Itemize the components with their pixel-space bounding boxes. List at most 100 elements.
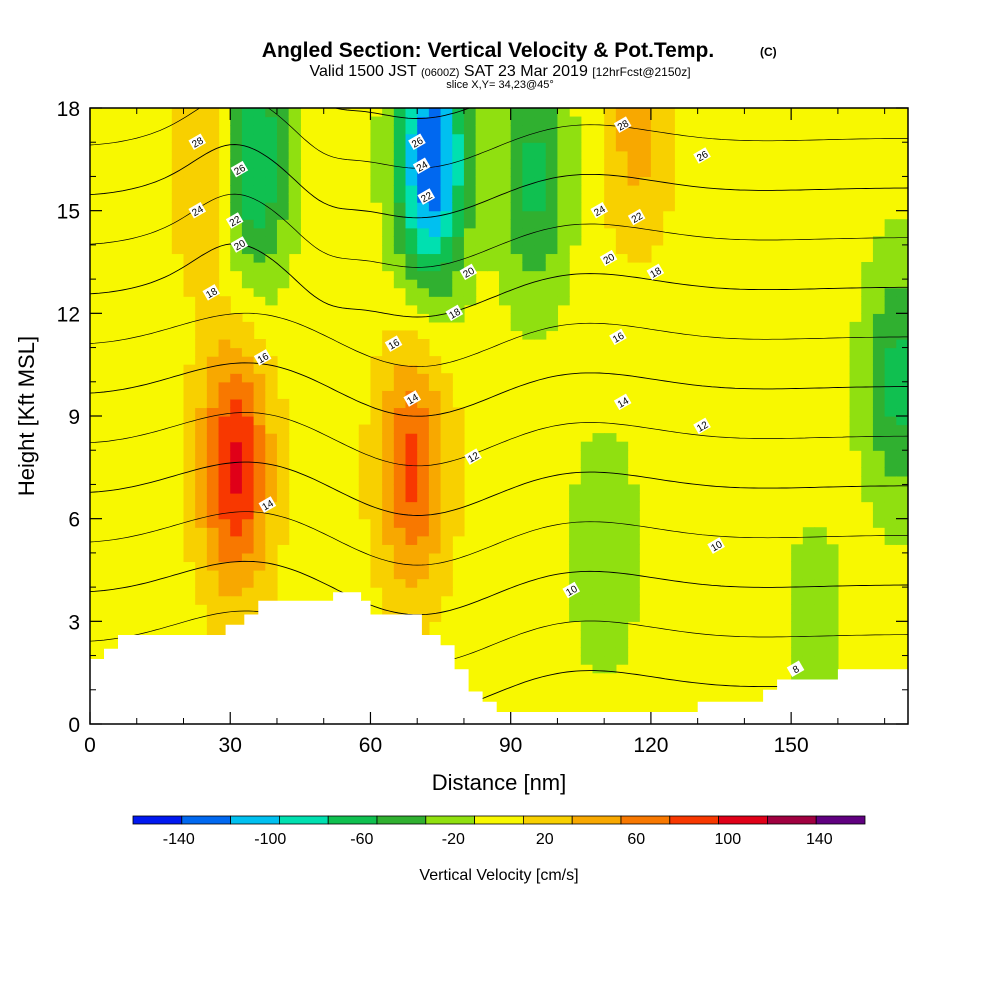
velocity-cell [872, 510, 886, 520]
velocity-cell [393, 176, 407, 186]
velocity-cell [206, 578, 220, 588]
contour-label-text: 12 [466, 450, 482, 465]
velocity-cell [382, 210, 395, 220]
velocity-cell [195, 108, 208, 118]
contour-label-bg [412, 157, 431, 175]
velocity-cell [206, 270, 220, 280]
velocity-cell [580, 458, 594, 468]
velocity-cell [393, 373, 407, 383]
velocity-cell [861, 347, 874, 357]
velocity-cell [580, 561, 594, 571]
velocity-cell [206, 279, 220, 289]
velocity-cell [639, 253, 652, 263]
velocity-cell [253, 570, 266, 580]
velocity-cell [487, 142, 500, 152]
velocity-cell [499, 150, 512, 160]
velocity-cell [475, 210, 488, 220]
velocity-cell [206, 544, 220, 554]
velocity-cell [802, 587, 816, 597]
velocity-cell [382, 356, 395, 366]
velocity-cell [253, 416, 266, 426]
contour-label: 22 [417, 188, 436, 205]
velocity-cell [253, 347, 266, 357]
velocity-cell [276, 253, 290, 263]
velocity-cell [463, 125, 477, 135]
velocity-cell [370, 467, 383, 477]
velocity-cell [428, 108, 442, 118]
velocity-cell [592, 441, 605, 451]
velocity-cell [896, 441, 908, 451]
velocity-cell [534, 108, 547, 118]
velocity-cell [183, 262, 196, 272]
velocity-cell [183, 433, 196, 443]
velocity-cell [206, 364, 220, 374]
velocity-cell [463, 244, 477, 255]
velocity-cell [580, 552, 594, 563]
contour-label-bg [188, 202, 207, 219]
velocity-cell [872, 518, 886, 528]
velocity-cell [475, 108, 488, 118]
colorbar-swatch [425, 815, 475, 825]
velocity-cell [417, 253, 430, 263]
colorbar-tick-label: 140 [806, 831, 833, 848]
velocity-cell [230, 433, 243, 443]
velocity-cell [417, 450, 430, 460]
velocity-cell [884, 339, 897, 349]
velocity-cell [405, 433, 418, 443]
contour-label-text: 26 [410, 135, 426, 150]
colorbar-tick-label: 20 [536, 831, 554, 848]
velocity-cell [791, 595, 804, 605]
velocity-cell [428, 227, 442, 237]
velocity-cell [440, 142, 453, 152]
velocity-cell [218, 416, 231, 426]
y-tick-label: 6 [68, 509, 80, 532]
velocity-cell [814, 561, 827, 571]
chart-title: Angled Section: Vertical Velocity & Pot.… [262, 39, 714, 62]
velocity-cell [218, 535, 231, 545]
velocity-cell [241, 484, 255, 494]
velocity-cell [487, 116, 500, 126]
velocity-cell [510, 227, 523, 237]
velocity-cell [171, 210, 185, 220]
velocity-cell [382, 544, 395, 554]
velocity-cell [358, 424, 372, 434]
velocity-cell [604, 202, 617, 212]
velocity-cell [615, 227, 629, 237]
velocity-cell [393, 570, 407, 580]
velocity-cell [627, 493, 640, 503]
velocity-cell [218, 424, 231, 434]
velocity-cell [592, 629, 605, 640]
velocity-cell [861, 424, 874, 434]
velocity-cell [370, 133, 383, 143]
velocity-cell [604, 587, 617, 597]
velocity-cell [639, 227, 652, 237]
velocity-cell [463, 167, 477, 178]
velocity-cell [218, 544, 231, 554]
velocity-cell [440, 296, 453, 306]
velocity-cell [428, 219, 442, 229]
velocity-cell [499, 270, 512, 280]
velocity-cell [639, 185, 652, 195]
contour-label-bg [627, 208, 646, 226]
velocity-cell [802, 578, 816, 588]
velocity-cell [569, 544, 582, 554]
velocity-cell [452, 176, 465, 186]
velocity-cell [499, 296, 512, 306]
velocity-cell [615, 185, 629, 195]
velocity-cell [534, 193, 547, 203]
velocity-cell [884, 330, 897, 340]
velocity-cell [475, 227, 488, 237]
velocity-cell [463, 133, 477, 143]
velocity-cell [650, 236, 664, 246]
velocity-cell [604, 467, 617, 477]
contour-label-bg [609, 328, 627, 346]
velocity-cell [896, 416, 908, 426]
velocity-cell [183, 364, 196, 374]
contour-label-bg [408, 133, 426, 151]
velocity-cell [265, 176, 278, 186]
velocity-cell [183, 142, 196, 152]
velocity-cell [650, 227, 664, 237]
velocity-cell [814, 595, 827, 605]
contour-label: 22 [627, 208, 646, 226]
velocity-cell [253, 176, 266, 186]
